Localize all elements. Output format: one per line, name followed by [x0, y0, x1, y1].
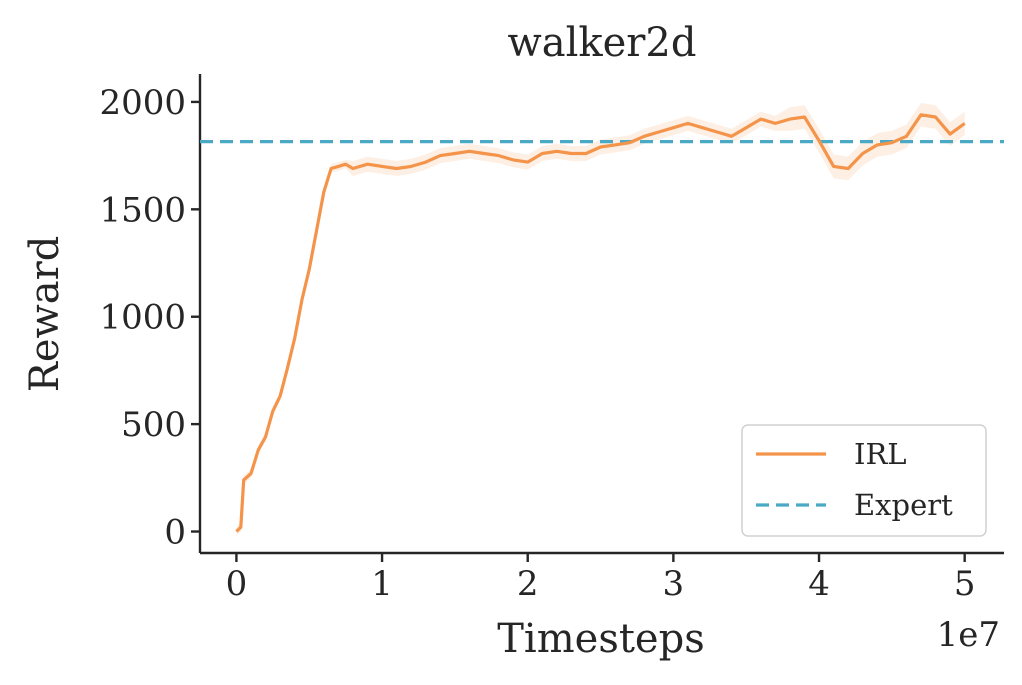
- plot-area: [200, 103, 1004, 536]
- chart-title: walker2d: [508, 20, 697, 66]
- x-axis: 0 1 2 3 4 5: [200, 551, 1004, 604]
- x-tick-label: 0: [226, 564, 248, 604]
- x-tick-label: 4: [808, 564, 830, 604]
- legend-label-expert: Expert: [854, 488, 953, 522]
- x-axis-offset-label: 1e7: [937, 615, 1000, 655]
- irl-confidence-band: [236, 103, 965, 536]
- x-tick-label: 5: [954, 564, 976, 604]
- x-tick-label: 2: [517, 564, 539, 604]
- y-tick-label: 500: [121, 405, 186, 445]
- legend: IRL Expert: [741, 424, 987, 537]
- y-tick-label: 1500: [99, 190, 186, 230]
- x-tick-label: 1: [371, 564, 393, 604]
- x-tick-label: 3: [663, 564, 685, 604]
- y-tick-label: 1000: [99, 298, 186, 338]
- y-axis-label: Reward: [22, 236, 68, 393]
- x-axis-label: Timesteps: [497, 616, 704, 662]
- y-axis: 0 500 1000 1500 2000: [99, 74, 202, 553]
- y-tick-label: 2000: [99, 83, 186, 123]
- irl-line: [235, 113, 966, 533]
- legend-label-irl: IRL: [854, 437, 907, 471]
- y-tick-label: 0: [164, 513, 186, 553]
